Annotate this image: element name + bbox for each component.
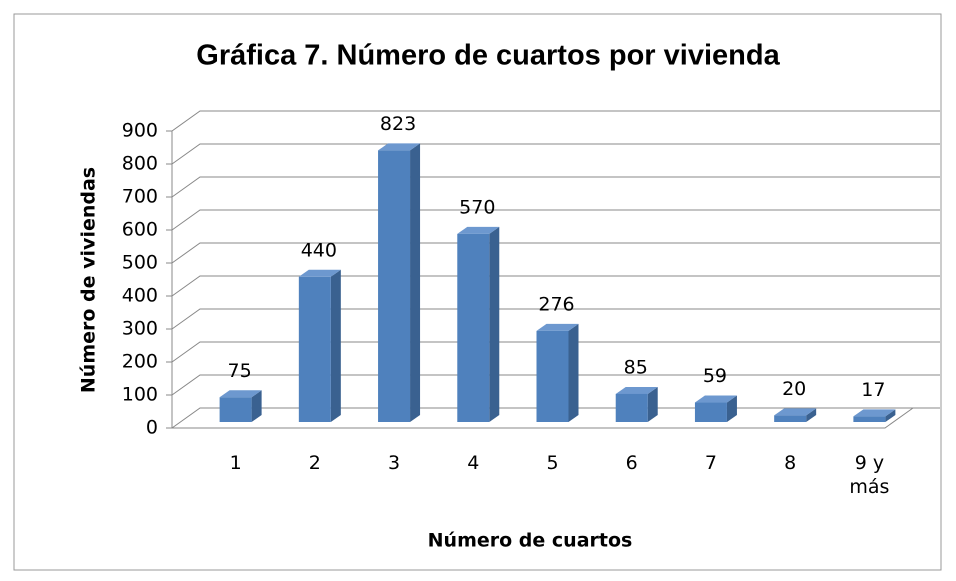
grid-line [171, 374, 940, 396]
x-axis-title: Número de cuartos [428, 530, 633, 552]
grid-line [171, 110, 940, 132]
bar [536, 330, 569, 422]
bar-top [694, 395, 737, 403]
y-tick-label: 800 [122, 153, 158, 175]
value-label: 85 [624, 356, 648, 378]
y-tick-label: 300 [122, 318, 158, 340]
bar-side [410, 143, 421, 422]
value-label: 17 [861, 379, 885, 401]
x-tick-label: 7 [704, 452, 717, 474]
y-axis-title: Número de viviendas [78, 167, 100, 393]
y-tick-label: 400 [122, 285, 158, 307]
x-tick-label: 9 y más [849, 452, 890, 498]
y-tick-label: 0 [146, 417, 158, 439]
grid-line [171, 275, 940, 297]
bar-side [251, 390, 262, 422]
bar-side [489, 226, 500, 422]
bar-top [615, 386, 658, 394]
x-tick-label: 8 [784, 452, 797, 474]
bar-side [726, 395, 737, 422]
bar-side [568, 323, 579, 422]
bar [615, 393, 648, 422]
bar-top [853, 409, 896, 417]
grid-line [171, 209, 940, 231]
bar-top [298, 269, 341, 277]
bar-side [647, 386, 658, 422]
chart-border [13, 13, 942, 571]
y-tick-label: 500 [122, 252, 158, 274]
x-tick-label: 2 [308, 452, 321, 474]
y-tick-label: 100 [122, 384, 158, 406]
floor [172, 407, 914, 429]
bar-side [885, 409, 896, 422]
bar-top [457, 226, 500, 234]
bar-top [378, 143, 421, 151]
x-tick-label: 6 [625, 452, 638, 474]
bar-side [330, 269, 341, 422]
bar [378, 150, 411, 422]
bar [298, 276, 331, 422]
x-tick-label: 1 [229, 452, 242, 474]
value-label: 59 [703, 365, 727, 387]
y-tick-label: 600 [122, 219, 158, 241]
y-tick-label: 900 [122, 120, 158, 142]
value-label: 75 [228, 360, 252, 382]
bar-top [219, 390, 262, 398]
x-tick-label: 4 [467, 452, 480, 474]
x-tick-label: 3 [388, 452, 401, 474]
y-tick-label: 700 [122, 186, 158, 208]
y-tick-label: 200 [122, 351, 158, 373]
value-label: 823 [380, 113, 416, 135]
bar [774, 415, 807, 422]
bar-top [774, 408, 817, 416]
bar [219, 397, 252, 422]
bar-top [536, 323, 579, 331]
value-label: 440 [301, 239, 337, 261]
x-tick-label: 5 [546, 452, 559, 474]
grid-line [171, 341, 940, 363]
value-label: 20 [782, 378, 806, 400]
grid-line [171, 308, 940, 330]
grid-line [171, 143, 940, 165]
bar [853, 416, 886, 422]
grid-line [171, 242, 940, 264]
bar [694, 402, 727, 422]
bar-side [806, 408, 817, 422]
bar [457, 233, 490, 422]
grid-line [171, 176, 940, 198]
chart-title: Gráfica 7. Número de cuartos por viviend… [196, 40, 780, 72]
value-label: 570 [459, 196, 495, 218]
value-label: 276 [538, 293, 574, 315]
grid-line [171, 407, 940, 429]
